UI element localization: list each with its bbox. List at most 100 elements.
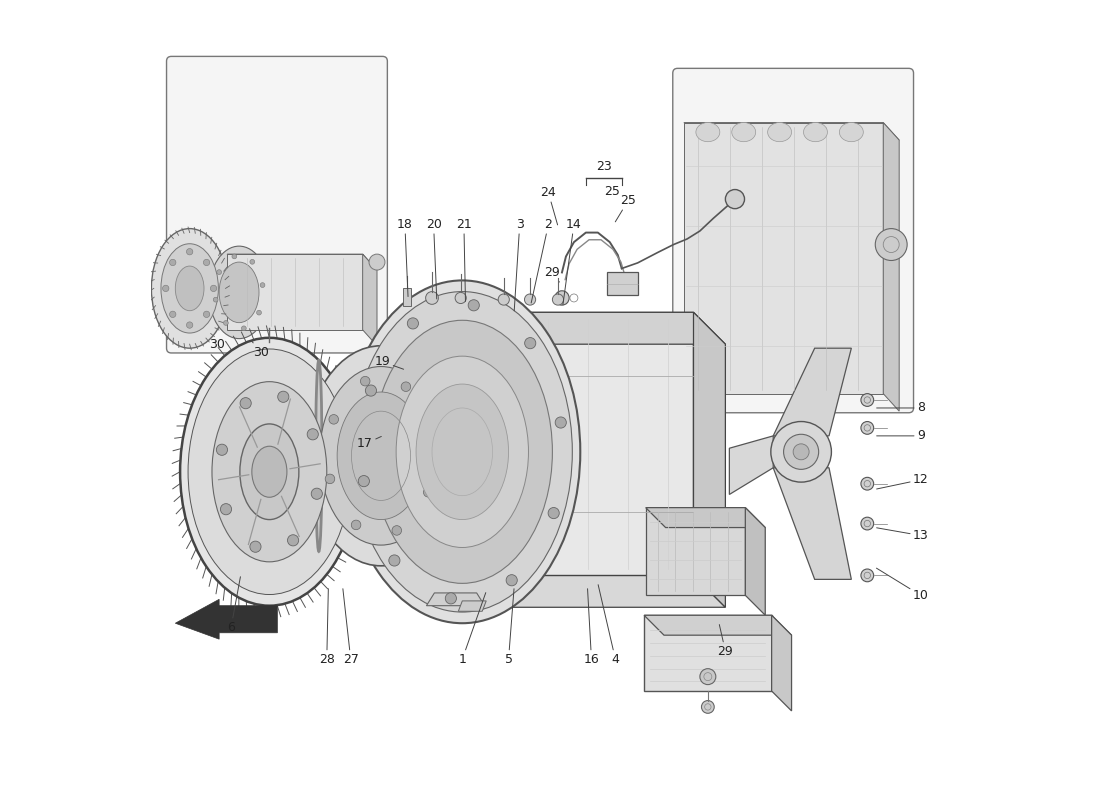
Circle shape bbox=[861, 394, 873, 406]
Circle shape bbox=[469, 300, 480, 311]
Circle shape bbox=[359, 475, 370, 486]
Ellipse shape bbox=[394, 360, 412, 395]
Circle shape bbox=[250, 541, 261, 552]
Ellipse shape bbox=[240, 424, 299, 519]
Circle shape bbox=[307, 429, 318, 440]
Circle shape bbox=[217, 444, 228, 455]
Circle shape bbox=[793, 444, 810, 460]
Polygon shape bbox=[883, 122, 899, 411]
Circle shape bbox=[260, 282, 265, 287]
Text: 24: 24 bbox=[540, 186, 558, 225]
Ellipse shape bbox=[803, 122, 827, 142]
Circle shape bbox=[204, 259, 210, 266]
Ellipse shape bbox=[416, 384, 508, 519]
Ellipse shape bbox=[212, 382, 327, 562]
Text: 25: 25 bbox=[604, 185, 620, 198]
Circle shape bbox=[783, 434, 818, 470]
Circle shape bbox=[388, 555, 400, 566]
Polygon shape bbox=[607, 273, 638, 294]
Polygon shape bbox=[427, 593, 485, 606]
Circle shape bbox=[548, 507, 559, 518]
Text: 14: 14 bbox=[563, 218, 582, 305]
Circle shape bbox=[771, 422, 832, 482]
Text: 13: 13 bbox=[877, 528, 928, 542]
Polygon shape bbox=[175, 599, 277, 639]
Circle shape bbox=[861, 517, 873, 530]
Circle shape bbox=[277, 391, 289, 402]
Circle shape bbox=[187, 249, 192, 255]
Ellipse shape bbox=[344, 281, 581, 623]
Circle shape bbox=[700, 669, 716, 685]
Polygon shape bbox=[746, 508, 766, 615]
Polygon shape bbox=[693, 312, 725, 607]
Ellipse shape bbox=[209, 246, 270, 338]
Polygon shape bbox=[771, 615, 792, 711]
Ellipse shape bbox=[306, 346, 456, 566]
Ellipse shape bbox=[219, 262, 258, 322]
Polygon shape bbox=[459, 601, 486, 611]
FancyBboxPatch shape bbox=[673, 68, 913, 413]
Text: 21: 21 bbox=[456, 218, 472, 302]
Ellipse shape bbox=[320, 366, 442, 545]
Circle shape bbox=[702, 701, 714, 714]
Ellipse shape bbox=[188, 349, 351, 594]
Ellipse shape bbox=[768, 122, 792, 142]
Circle shape bbox=[223, 321, 229, 326]
Ellipse shape bbox=[368, 254, 385, 270]
Text: 2: 2 bbox=[531, 218, 552, 303]
Polygon shape bbox=[227, 254, 363, 330]
Text: 4: 4 bbox=[598, 585, 619, 666]
Circle shape bbox=[446, 593, 456, 604]
Circle shape bbox=[424, 487, 433, 497]
Polygon shape bbox=[684, 122, 883, 394]
Ellipse shape bbox=[396, 356, 528, 547]
Circle shape bbox=[402, 382, 410, 391]
Text: 9: 9 bbox=[877, 430, 925, 442]
Polygon shape bbox=[684, 122, 899, 140]
Circle shape bbox=[525, 338, 536, 349]
Circle shape bbox=[426, 291, 439, 304]
Circle shape bbox=[287, 534, 299, 546]
Ellipse shape bbox=[732, 122, 756, 142]
Circle shape bbox=[498, 294, 509, 305]
Text: 29: 29 bbox=[543, 266, 560, 282]
Circle shape bbox=[213, 298, 218, 302]
Circle shape bbox=[861, 478, 873, 490]
Polygon shape bbox=[646, 508, 766, 527]
Text: a passion for: a passion for bbox=[407, 410, 693, 486]
Circle shape bbox=[556, 417, 566, 428]
Polygon shape bbox=[729, 436, 773, 494]
Text: 17: 17 bbox=[358, 437, 382, 450]
Text: 1: 1 bbox=[459, 593, 486, 666]
Circle shape bbox=[392, 526, 402, 535]
Circle shape bbox=[455, 292, 466, 303]
Text: 23: 23 bbox=[596, 160, 612, 173]
Polygon shape bbox=[645, 615, 771, 691]
Ellipse shape bbox=[180, 338, 359, 606]
Circle shape bbox=[187, 322, 192, 328]
Circle shape bbox=[552, 294, 563, 305]
Ellipse shape bbox=[175, 266, 204, 310]
Polygon shape bbox=[646, 508, 746, 595]
Text: 10: 10 bbox=[877, 568, 928, 602]
Circle shape bbox=[329, 414, 339, 424]
Circle shape bbox=[256, 310, 262, 315]
Text: 8: 8 bbox=[877, 402, 925, 414]
Text: EUROREPAR: EUROREPAR bbox=[674, 245, 903, 396]
Circle shape bbox=[351, 520, 361, 530]
Circle shape bbox=[525, 294, 536, 305]
Text: 5: 5 bbox=[505, 589, 514, 666]
Circle shape bbox=[876, 229, 907, 261]
Circle shape bbox=[506, 574, 517, 586]
Circle shape bbox=[250, 259, 255, 264]
Polygon shape bbox=[439, 312, 693, 575]
Circle shape bbox=[861, 569, 873, 582]
Text: 12: 12 bbox=[877, 474, 928, 489]
Ellipse shape bbox=[161, 244, 219, 333]
Text: 20: 20 bbox=[426, 218, 441, 299]
Circle shape bbox=[169, 311, 176, 318]
Ellipse shape bbox=[839, 122, 864, 142]
Circle shape bbox=[169, 259, 176, 266]
Ellipse shape bbox=[372, 320, 552, 583]
Polygon shape bbox=[773, 348, 851, 436]
